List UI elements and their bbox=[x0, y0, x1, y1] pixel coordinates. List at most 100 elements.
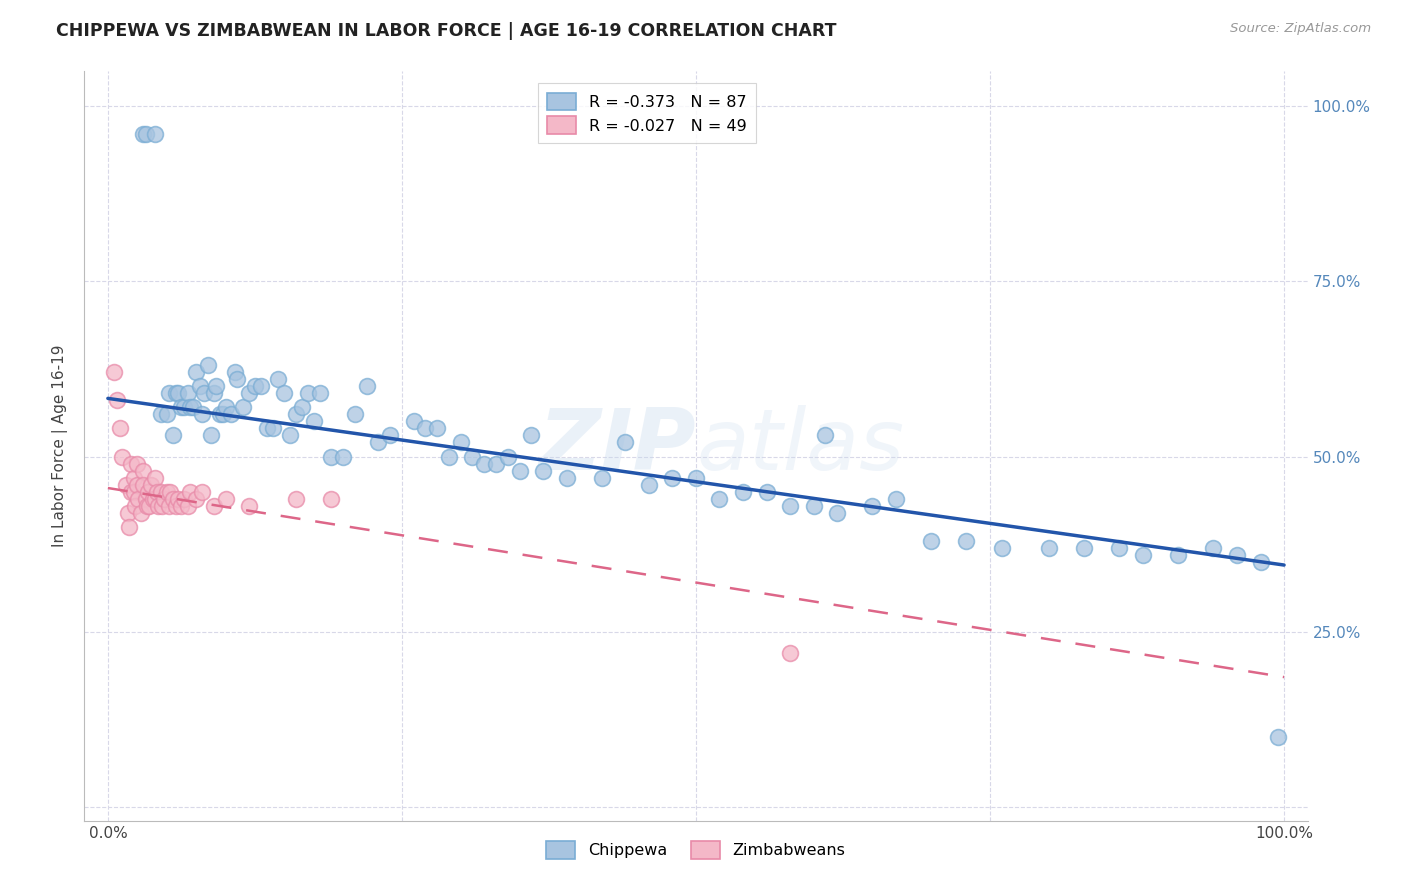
Point bbox=[437, 450, 460, 464]
Point bbox=[122, 484, 145, 499]
Point bbox=[224, 366, 246, 380]
Point bbox=[197, 359, 219, 373]
Point bbox=[779, 646, 801, 660]
Point bbox=[165, 499, 187, 513]
Point bbox=[343, 408, 366, 422]
Point bbox=[496, 450, 519, 464]
Point bbox=[202, 499, 225, 513]
Point bbox=[1226, 548, 1249, 562]
Point bbox=[208, 408, 231, 422]
Point bbox=[205, 379, 228, 393]
Point bbox=[132, 128, 155, 142]
Point bbox=[367, 435, 389, 450]
Point bbox=[179, 401, 201, 415]
Point bbox=[803, 499, 825, 513]
Point bbox=[731, 484, 754, 499]
Point bbox=[162, 428, 184, 442]
Point bbox=[955, 533, 977, 548]
Point bbox=[884, 491, 907, 506]
Point bbox=[1038, 541, 1060, 555]
Point bbox=[1073, 541, 1095, 555]
Point bbox=[356, 379, 378, 393]
Point bbox=[426, 421, 449, 435]
Point bbox=[165, 386, 187, 401]
Point bbox=[461, 450, 484, 464]
Point bbox=[200, 428, 222, 442]
Point bbox=[202, 386, 225, 401]
Point bbox=[117, 506, 139, 520]
Point bbox=[129, 506, 152, 520]
Point bbox=[249, 379, 271, 393]
Point bbox=[285, 408, 308, 422]
Point bbox=[159, 484, 181, 499]
Point bbox=[149, 484, 172, 499]
Point bbox=[825, 506, 848, 520]
Point bbox=[148, 499, 170, 513]
Point bbox=[120, 484, 142, 499]
Point bbox=[1267, 730, 1289, 744]
Point bbox=[256, 421, 278, 435]
Point bbox=[472, 457, 495, 471]
Point bbox=[450, 435, 472, 450]
Point bbox=[685, 470, 707, 484]
Point bbox=[188, 379, 211, 393]
Point bbox=[181, 401, 204, 415]
Point bbox=[132, 477, 155, 491]
Point bbox=[555, 470, 578, 484]
Point bbox=[170, 401, 193, 415]
Point bbox=[127, 457, 149, 471]
Point bbox=[814, 428, 837, 442]
Point bbox=[135, 128, 157, 142]
Point bbox=[146, 484, 169, 499]
Point bbox=[238, 386, 260, 401]
Point bbox=[221, 408, 243, 422]
Point bbox=[402, 415, 425, 429]
Point bbox=[184, 366, 207, 380]
Point bbox=[1167, 548, 1189, 562]
Point bbox=[485, 457, 508, 471]
Point bbox=[226, 372, 249, 386]
Y-axis label: In Labor Force | Age 16-19: In Labor Force | Age 16-19 bbox=[52, 344, 69, 548]
Point bbox=[321, 450, 343, 464]
Point bbox=[191, 408, 214, 422]
Point bbox=[638, 477, 661, 491]
Point bbox=[302, 415, 325, 429]
Point bbox=[214, 401, 236, 415]
Point bbox=[162, 491, 184, 506]
Point bbox=[531, 463, 554, 477]
Point bbox=[103, 366, 125, 380]
Point bbox=[278, 428, 301, 442]
Point bbox=[308, 386, 330, 401]
Point bbox=[920, 533, 942, 548]
Point bbox=[170, 499, 193, 513]
Point bbox=[136, 484, 159, 499]
Point bbox=[108, 421, 131, 435]
Point bbox=[143, 128, 166, 142]
Text: Source: ZipAtlas.com: Source: ZipAtlas.com bbox=[1230, 22, 1371, 36]
Point bbox=[149, 408, 172, 422]
Point bbox=[157, 499, 180, 513]
Point bbox=[135, 491, 157, 506]
Point bbox=[661, 470, 683, 484]
Text: atlas: atlas bbox=[696, 404, 904, 488]
Point bbox=[415, 421, 437, 435]
Point bbox=[120, 457, 142, 471]
Text: CHIPPEWA VS ZIMBABWEAN IN LABOR FORCE | AGE 16-19 CORRELATION CHART: CHIPPEWA VS ZIMBABWEAN IN LABOR FORCE | … bbox=[56, 22, 837, 40]
Legend: Chippewa, Zimbabweans: Chippewa, Zimbabweans bbox=[540, 835, 852, 865]
Point bbox=[273, 386, 295, 401]
Point bbox=[114, 477, 136, 491]
Point bbox=[105, 393, 128, 408]
Point bbox=[111, 450, 134, 464]
Point bbox=[127, 491, 149, 506]
Point bbox=[167, 386, 190, 401]
Point bbox=[520, 428, 543, 442]
Point bbox=[1132, 548, 1154, 562]
Point bbox=[1108, 541, 1130, 555]
Point bbox=[709, 491, 731, 506]
Point bbox=[157, 386, 180, 401]
Point bbox=[509, 463, 531, 477]
Point bbox=[156, 408, 179, 422]
Point bbox=[173, 401, 195, 415]
Point bbox=[332, 450, 354, 464]
Point bbox=[1250, 555, 1272, 569]
